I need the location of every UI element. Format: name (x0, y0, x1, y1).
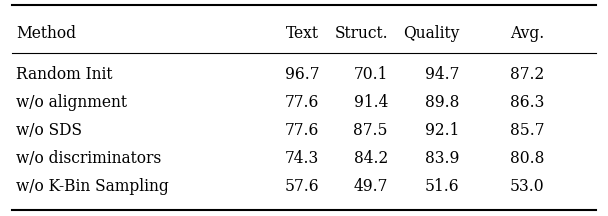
Text: 86.3: 86.3 (510, 94, 544, 111)
Text: w/o SDS: w/o SDS (16, 122, 82, 139)
Text: 89.8: 89.8 (424, 94, 459, 111)
Text: 49.7: 49.7 (353, 178, 388, 195)
Text: Method: Method (16, 25, 76, 42)
Text: 92.1: 92.1 (424, 122, 459, 139)
Text: 80.8: 80.8 (510, 150, 544, 167)
Text: w/o K-Bin Sampling: w/o K-Bin Sampling (16, 178, 168, 195)
Text: 84.2: 84.2 (354, 150, 388, 167)
Text: 83.9: 83.9 (424, 150, 459, 167)
Text: 51.6: 51.6 (424, 178, 459, 195)
Text: 74.3: 74.3 (285, 150, 319, 167)
Text: Random Init: Random Init (16, 66, 112, 83)
Text: 53.0: 53.0 (510, 178, 544, 195)
Text: 77.6: 77.6 (285, 94, 319, 111)
Text: 87.5: 87.5 (353, 122, 388, 139)
Text: 85.7: 85.7 (510, 122, 544, 139)
Text: 70.1: 70.1 (353, 66, 388, 83)
Text: 96.7: 96.7 (285, 66, 319, 83)
Text: Quality: Quality (402, 25, 459, 42)
Text: 57.6: 57.6 (285, 178, 319, 195)
Text: 87.2: 87.2 (510, 66, 544, 83)
Text: 77.6: 77.6 (285, 122, 319, 139)
Text: w/o alignment: w/o alignment (16, 94, 127, 111)
Text: w/o discriminators: w/o discriminators (16, 150, 161, 167)
Text: 94.7: 94.7 (424, 66, 459, 83)
Text: Avg.: Avg. (510, 25, 544, 42)
Text: Text: Text (286, 25, 319, 42)
Text: Struct.: Struct. (334, 25, 388, 42)
Text: 91.4: 91.4 (353, 94, 388, 111)
